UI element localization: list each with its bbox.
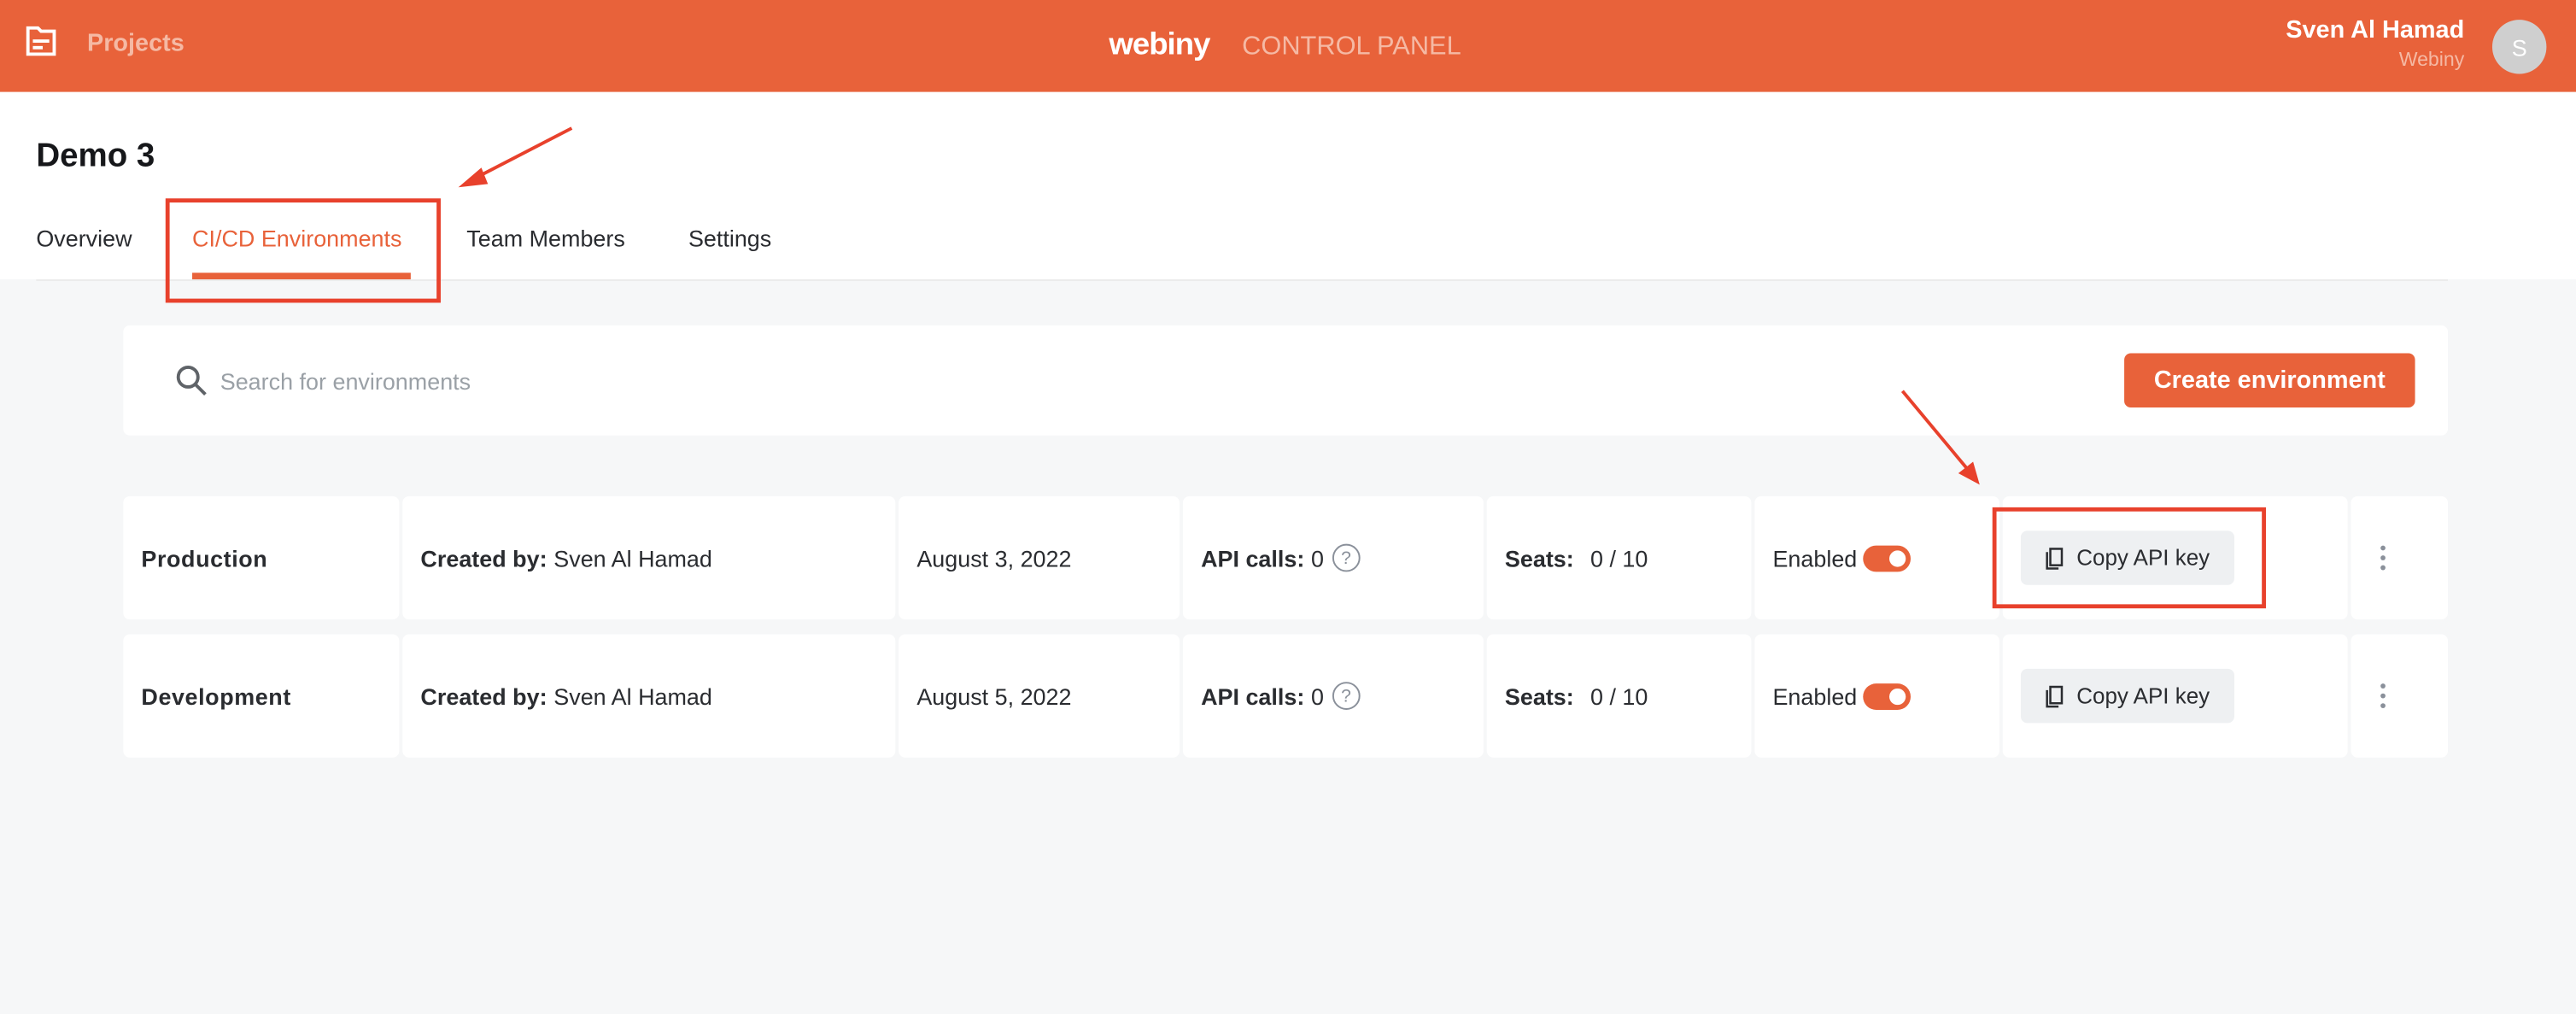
copy-api-key-button[interactable]: Copy API key: [2020, 530, 2234, 585]
api-calls-value: 0: [1311, 544, 1325, 571]
user-org: Webiny: [2398, 47, 2465, 71]
annotation-arrowhead-copy: [1958, 461, 1980, 485]
avatar[interactable]: S: [2491, 20, 2547, 74]
copy-icon: [2046, 684, 2064, 707]
environment-cell: Created by: Sven Al Hamad: [402, 634, 896, 758]
help-icon[interactable]: ?: [1332, 543, 1361, 572]
create-environment-button[interactable]: Create environment: [2124, 353, 2415, 408]
created-by-label: Created by:: [420, 544, 547, 571]
tab-ci-cd-environments[interactable]: CI/CD Environments: [192, 225, 402, 252]
control-panel-label: CONTROL PANEL: [1242, 32, 1461, 62]
created-date: August 3, 2022: [916, 544, 1072, 571]
copy-api-key-label: Copy API key: [2076, 683, 2210, 709]
environment-cell: Copy API key: [2002, 495, 2348, 620]
api-calls-label: API calls:: [1201, 544, 1305, 571]
created-by-label: Created by:: [420, 683, 547, 709]
created-by-value: Sven Al Hamad: [553, 683, 712, 709]
api-calls-value: 0: [1311, 683, 1325, 709]
enabled-toggle[interactable]: [1864, 544, 1912, 571]
search-bar: Create environment: [123, 325, 2449, 436]
environment-row: Production Created by: Sven Al Hamad August…: [123, 495, 2449, 620]
environment-cell: API calls: 0?: [1182, 634, 1484, 758]
project-header: Demo 3 Overview CI/CD Environments Team …: [0, 91, 2576, 279]
search-input[interactable]: [216, 361, 1209, 401]
copy-api-key-button[interactable]: Copy API key: [2020, 668, 2234, 724]
projects-link[interactable]: Projects: [86, 29, 184, 58]
environment-cell: August 5, 2022: [899, 634, 1180, 758]
environment-cell: Production: [123, 495, 400, 620]
environment-cell: Copy API key: [2002, 634, 2348, 758]
top-bar: Projects webiny CONTROL PANEL Sven Al Ha…: [0, 0, 2576, 92]
environment-cell: [2351, 495, 2449, 620]
more-options-icon[interactable]: [2380, 545, 2387, 571]
api-calls-label: API calls:: [1201, 683, 1305, 709]
projects-folder-icon[interactable]: [25, 26, 57, 56]
seats-label: Seats:: [1504, 544, 1574, 571]
environment-cell: Seats: 0 / 10: [1486, 634, 1752, 758]
environment-cell: Development: [123, 634, 400, 758]
enabled-label: Enabled: [1772, 683, 1858, 709]
seats-label: Seats:: [1504, 683, 1574, 709]
search-icon: [176, 365, 207, 396]
enabled-toggle[interactable]: [1864, 683, 1912, 709]
enabled-label: Enabled: [1772, 544, 1858, 571]
environment-cell: Enabled: [1754, 495, 1999, 620]
environment-name: Production: [141, 544, 268, 571]
divider: [36, 278, 2449, 281]
copy-api-key-label: Copy API key: [2076, 545, 2210, 571]
webiny-logo: webiny: [1109, 27, 1210, 63]
created-by-value: Sven Al Hamad: [553, 544, 712, 571]
tab-settings[interactable]: Settings: [688, 225, 772, 252]
user-name: Sven Al Hamad: [2286, 16, 2465, 44]
environment-cell: API calls: 0?: [1182, 495, 1484, 620]
active-tab-indicator: [192, 273, 411, 279]
created-date: August 5, 2022: [916, 683, 1072, 709]
environment-cell: August 3, 2022: [899, 495, 1180, 620]
environment-cell: Seats: 0 / 10: [1486, 495, 1752, 620]
tab-overview[interactable]: Overview: [36, 225, 132, 252]
seats-value: 0 / 10: [1590, 544, 1648, 571]
help-icon[interactable]: ?: [1332, 682, 1361, 710]
page-title: Demo 3: [36, 138, 155, 174]
environment-row: Development Created by: Sven Al Hamad Augus…: [123, 634, 2449, 758]
tab-team-members[interactable]: Team Members: [466, 225, 625, 252]
seats-value: 0 / 10: [1590, 683, 1648, 709]
environment-cell: Created by: Sven Al Hamad: [402, 495, 896, 620]
environment-name: Development: [141, 683, 291, 709]
copy-icon: [2046, 547, 2064, 569]
environment-cell: Enabled: [1754, 634, 1999, 758]
environment-cell: [2351, 634, 2449, 758]
more-options-icon[interactable]: [2380, 683, 2387, 709]
